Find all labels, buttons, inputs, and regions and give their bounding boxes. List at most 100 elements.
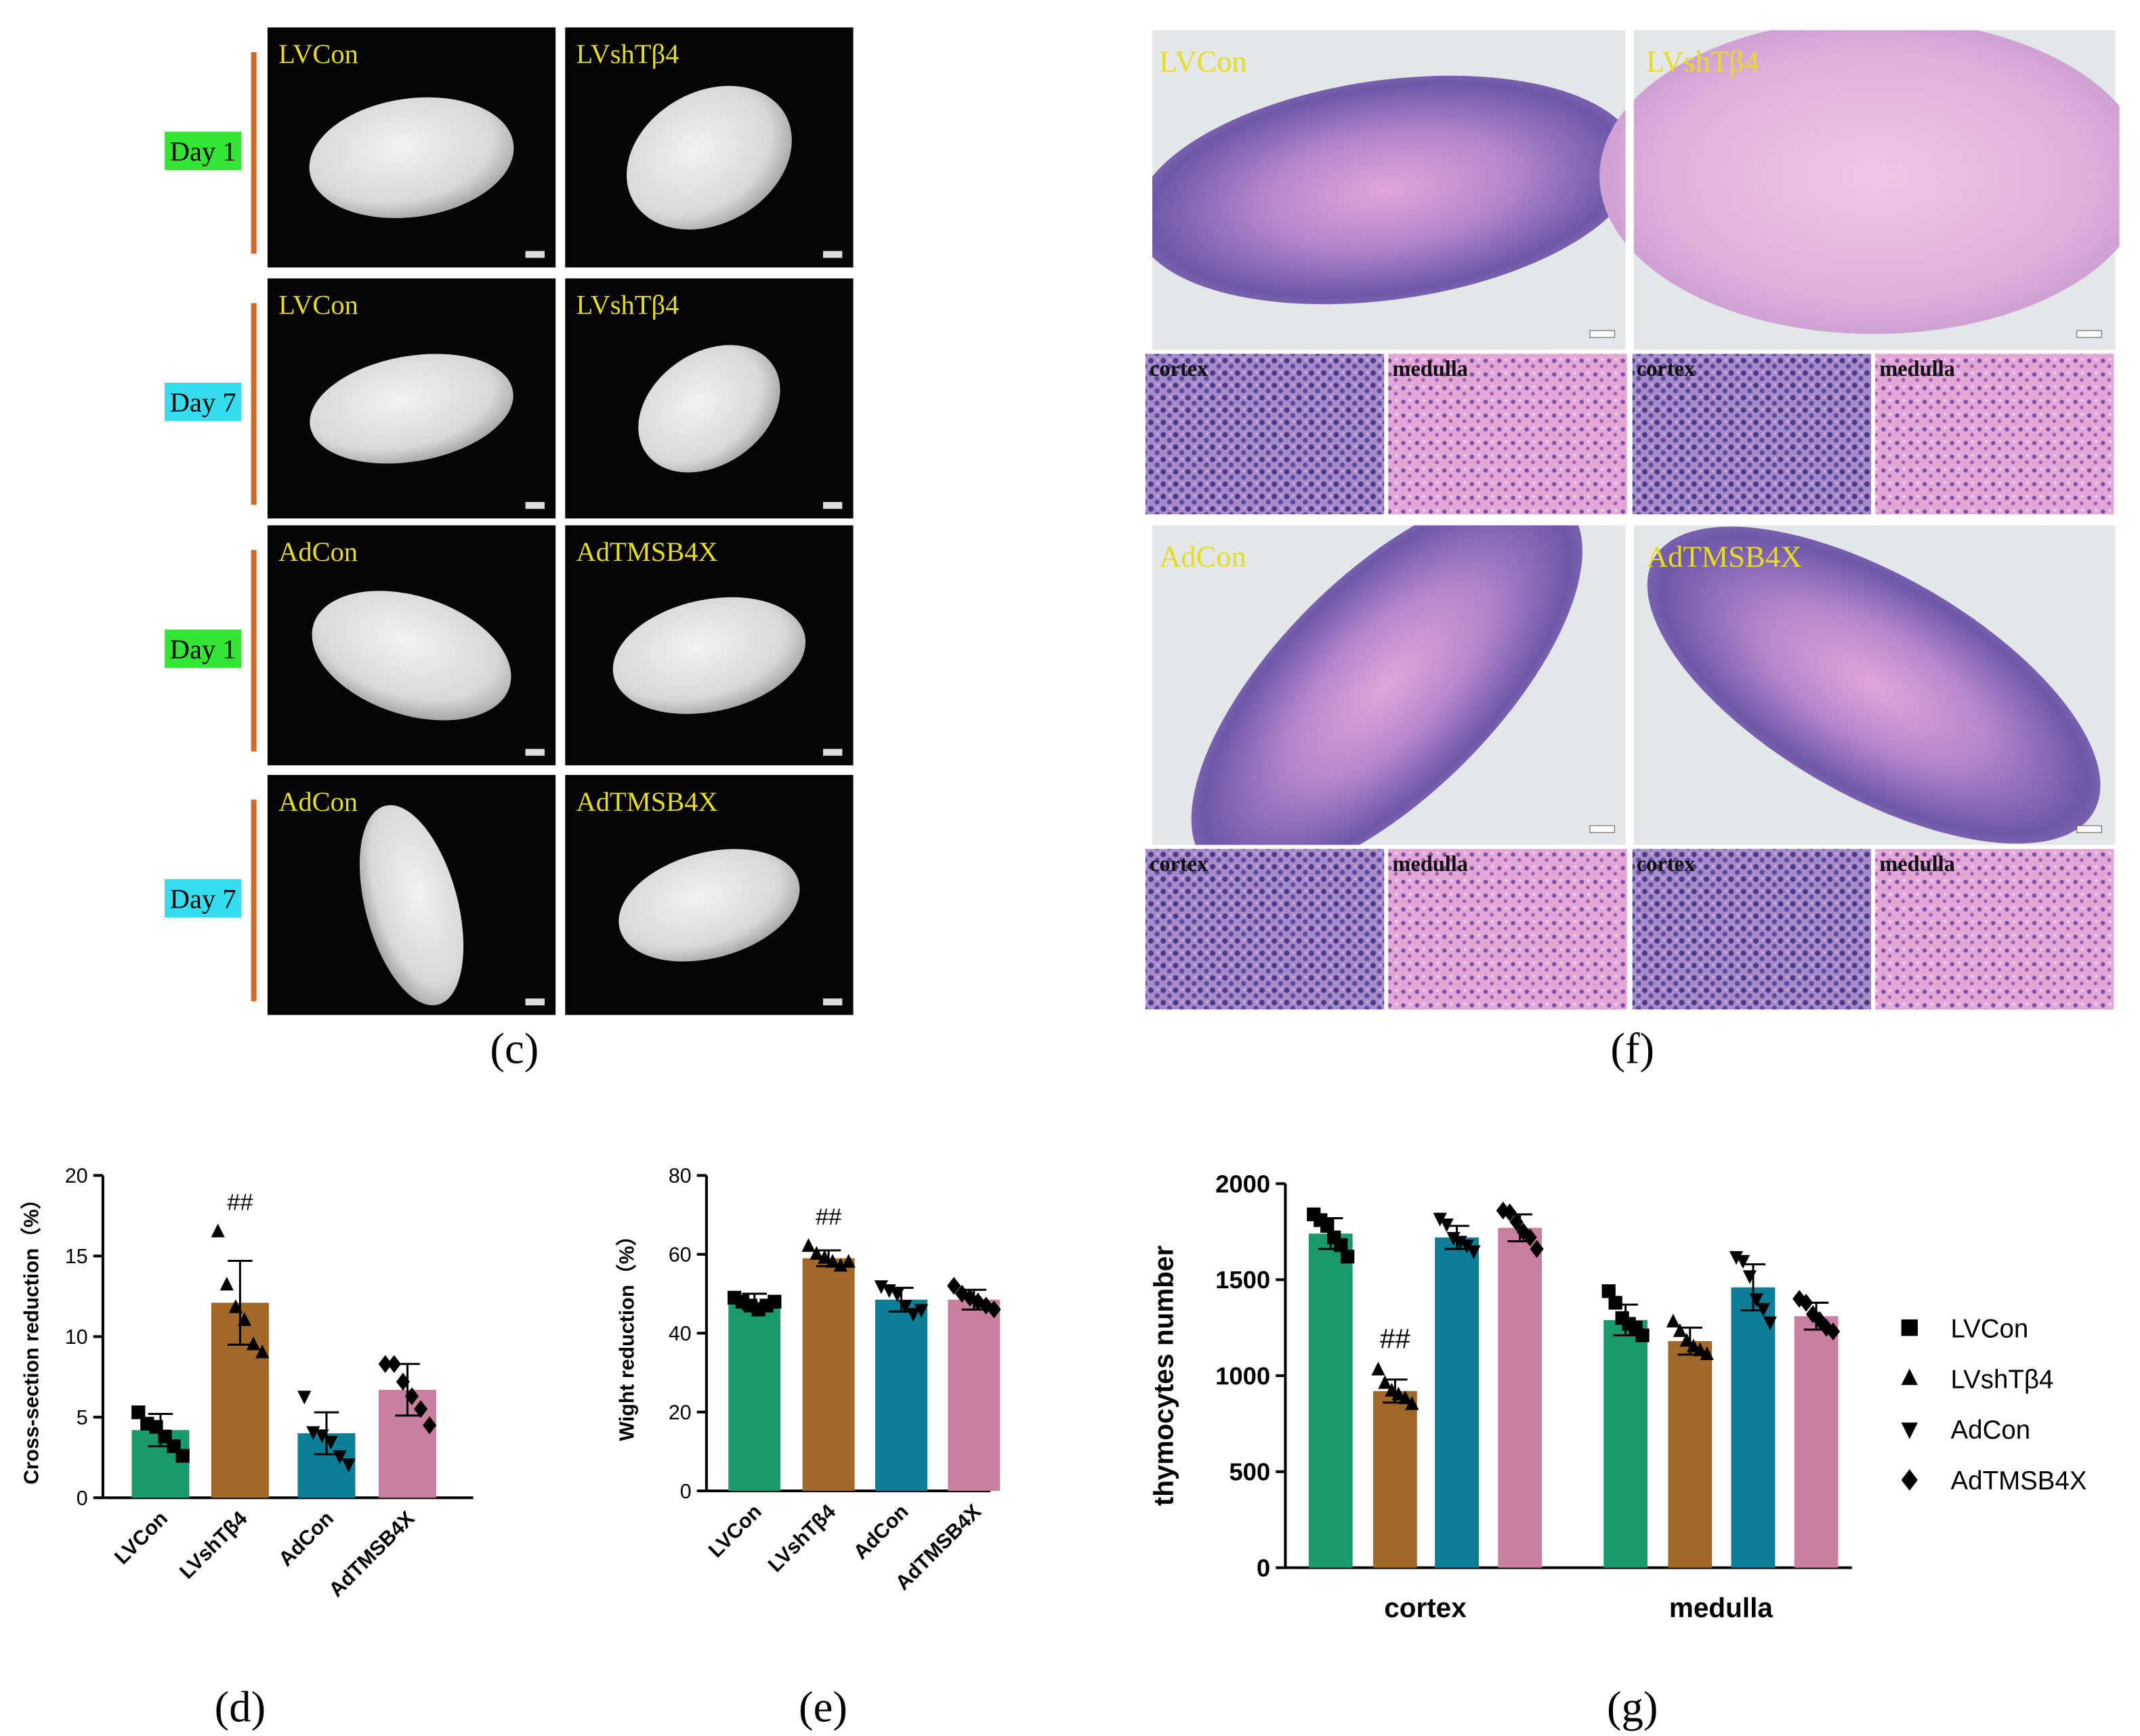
data-point [211,1223,225,1237]
legend-label: LVshTβ4 [1951,1365,2054,1394]
scale-bar [1589,825,1615,833]
inset [1145,849,1385,1010]
bar [1498,1227,1543,1568]
data-point [882,1284,896,1298]
scale-bar [525,998,545,1006]
annotation: ## [816,1204,841,1230]
day-label: Day 7 [170,387,236,417]
x-tick-label: AdTMSB4X [325,1507,419,1601]
data-point [324,1435,338,1450]
bar [728,1301,781,1491]
image-label: LVCon [1159,44,1247,78]
day-label: Day 7 [170,884,236,914]
scale-bar [525,251,545,258]
panel-label: (g) [1607,1682,1658,1731]
data-point [1756,1303,1771,1317]
data-point [810,1246,824,1260]
day-label: Day 1 [170,136,236,167]
y-tick-label: 80 [669,1165,692,1187]
thymus-lobe [312,591,511,721]
data-point [1503,1203,1517,1222]
data-point [423,1416,437,1435]
legend-label: LVCon [1951,1314,2029,1343]
inset [1388,354,1627,515]
x-tick-label: LVshTβ4 [175,1507,251,1583]
gutter [1125,352,2140,354]
panel-label: (d) [215,1682,266,1731]
gutter [1125,1012,2140,1042]
inset-label: medulla [1879,852,1955,876]
data-point [378,1355,392,1373]
y-tick-label: 10 [65,1326,88,1349]
data-point [890,1288,904,1303]
data-point [1341,1250,1355,1264]
inset-label: cortex [1637,852,1696,876]
inset-label: cortex [1150,357,1209,381]
data-point [1467,1245,1481,1259]
legend-label: AdCon [1951,1416,2031,1445]
x-tick-label: AdCon [849,1500,913,1564]
section-clip [1063,350,1711,353]
bar [875,1299,927,1491]
inset [1632,849,1872,1010]
scale-bar [823,251,843,258]
data-point [1693,1342,1707,1357]
inset-label: cortex [1150,852,1209,876]
day-box [165,629,242,669]
data-point [1799,1294,1813,1312]
scale-bar [2076,825,2102,833]
day-box [165,382,242,421]
data-point [914,1304,929,1318]
data-point [1460,1240,1474,1254]
data-point [387,1355,401,1373]
y-tick-label: 60 [669,1244,692,1266]
image-label: AdCon [1159,539,1246,573]
data-point [1608,1296,1622,1310]
panel-label: (c) [490,1024,539,1073]
data-point [1729,1251,1744,1265]
tissue-section [1191,489,1582,881]
y-tick-label: 0 [680,1481,692,1503]
data-point [1446,1231,1461,1246]
data-point [1686,1338,1700,1353]
data-point [1398,1390,1412,1405]
day-box [165,131,242,171]
data-point [1673,1323,1687,1337]
inset [1145,354,1385,515]
gutter [1125,0,2140,29]
data-point [1635,1328,1650,1342]
data-point [874,1280,888,1294]
thymus-lobe [310,354,513,464]
thymus-lobe [638,345,780,473]
data-point [833,1258,847,1272]
thymus-lobe [309,97,514,219]
data-point [413,1400,428,1418]
bar [1794,1316,1839,1568]
x-tick-label: LVCon [110,1507,172,1569]
image-label: LVshTβ4 [576,39,679,69]
panel-label: (e) [799,1682,847,1731]
data-point [801,1238,816,1252]
data-point [175,1449,190,1463]
data-point [1509,1213,1524,1231]
legend-marker [1901,1368,1918,1385]
legend-marker [1901,1422,1918,1439]
data-point [404,1387,419,1405]
image-label: LVCon [278,290,358,320]
data-point [1523,1228,1537,1247]
data-point [1440,1218,1454,1233]
data-point [1700,1346,1714,1360]
y-tick-label: 20 [65,1165,88,1187]
data-point [841,1254,856,1268]
data-point [219,1277,234,1291]
y-tick-label: 1000 [1215,1362,1270,1390]
legend-marker [1901,1319,1918,1336]
data-point [1378,1375,1392,1389]
scale-bar [2076,330,2102,338]
y-tick-label: 0 [77,1487,88,1510]
inset [1875,354,2114,515]
inset [1388,849,1627,1010]
gutter [1625,0,1634,1042]
y-axis-title: thymocytes number [1148,1245,1179,1506]
data-point [1601,1284,1616,1298]
